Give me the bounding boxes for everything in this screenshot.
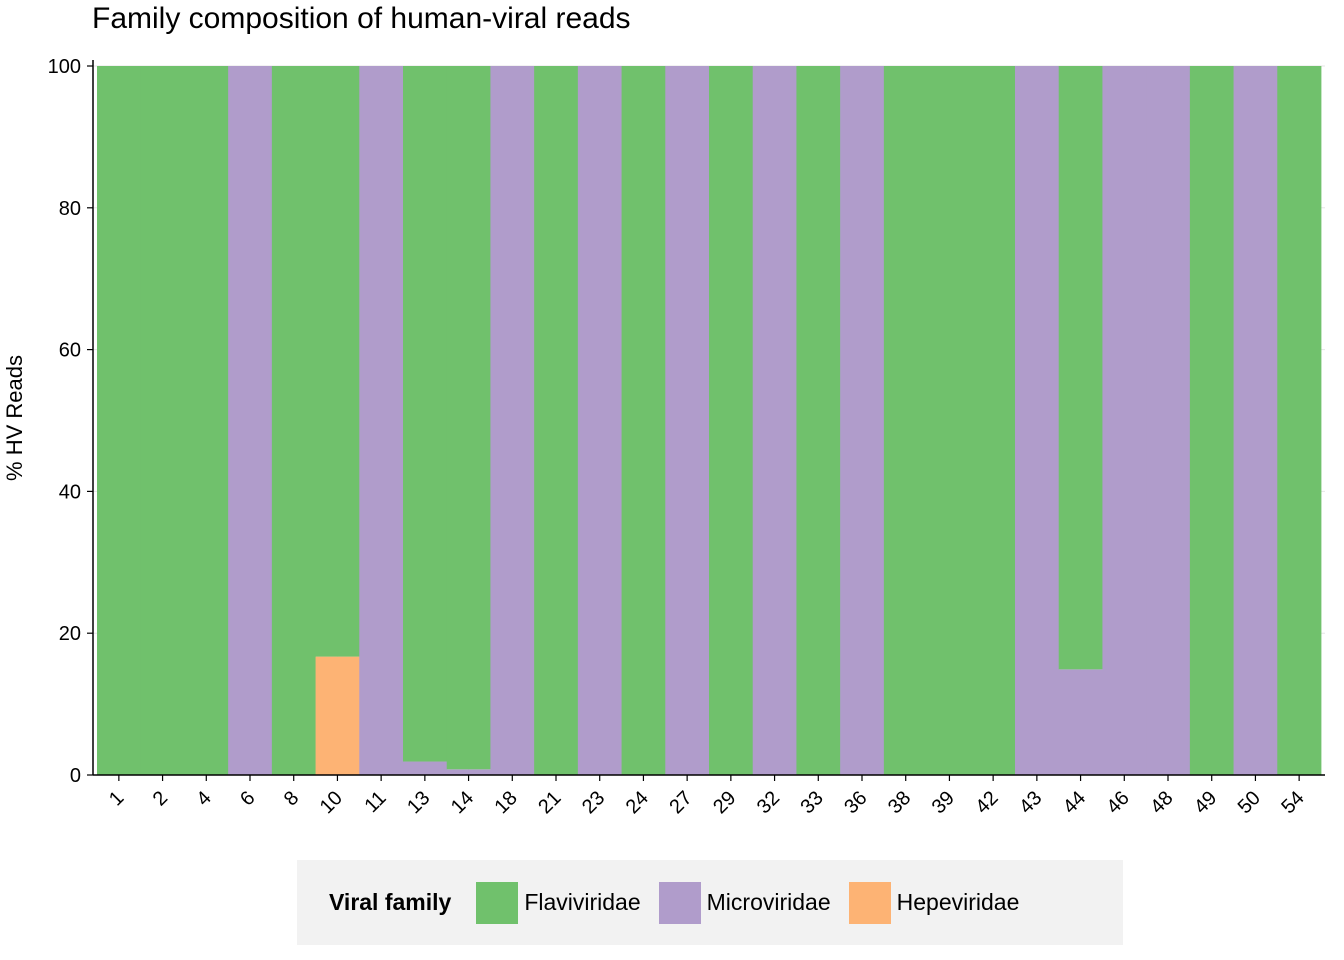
bar-flaviviridae-54 (1277, 66, 1322, 775)
bar-flaviviridae-8 (271, 66, 316, 775)
bar-microviridae-11 (359, 66, 404, 775)
bar-flaviviridae-4 (184, 66, 229, 775)
y-tick-label: 0 (70, 765, 81, 787)
bar-flaviviridae-38 (883, 66, 928, 775)
chart-title: Family composition of human-viral reads (92, 2, 631, 35)
bar-flaviviridae-14 (446, 66, 491, 770)
bars (97, 66, 1322, 775)
x-tick-label: 14 (447, 787, 478, 818)
x-tick-label: 13 (403, 787, 434, 818)
bar-flaviviridae-42 (971, 66, 1016, 775)
x-tick-label: 18 (491, 787, 522, 818)
legend-label: Microviridae (706, 889, 831, 915)
y-tick-label: 40 (59, 481, 81, 503)
bar-flaviviridae-2 (140, 66, 185, 775)
bar-flaviviridae-49 (1189, 66, 1234, 775)
x-tick-label: 11 (360, 787, 390, 817)
bar-flaviviridae-13 (403, 66, 448, 762)
legend-label: Flaviviridae (524, 889, 641, 915)
x-tick-label: 49 (1190, 787, 1221, 818)
y-tick-label: 80 (59, 198, 81, 220)
x-tick-label: 32 (753, 787, 784, 818)
bar-flaviviridae-33 (796, 66, 841, 775)
legend-item-flaviviridae: Flaviviridae (476, 881, 641, 924)
legend: Viral family Flaviviridae Microviridae Hep… (297, 860, 1123, 945)
legend-item-microviridae: Microviridae (658, 881, 831, 924)
legend-swatch (476, 881, 519, 924)
bar-microviridae-18 (490, 66, 535, 775)
bar-microviridae-32 (752, 66, 797, 775)
x-tick-label: 39 (928, 787, 959, 818)
bar-microviridae-14 (446, 769, 491, 775)
x-tick-label: 29 (709, 787, 740, 818)
y-tick-label: 60 (59, 340, 81, 362)
legend-label: Hepeviridae (896, 889, 1020, 915)
x-tick-label: 4 (192, 787, 215, 810)
bar-microviridae-43 (1015, 66, 1060, 775)
bar-flaviviridae-10 (315, 66, 360, 657)
legend-swatch (848, 881, 891, 924)
x-tick-label: 48 (1146, 787, 1177, 818)
bar-flaviviridae-1 (97, 66, 142, 775)
axes (87, 60, 1325, 781)
bar-microviridae-50 (1233, 66, 1278, 775)
bar-microviridae-27 (665, 66, 710, 775)
x-tick-label: 6 (236, 787, 259, 810)
bar-microviridae-48 (1146, 66, 1191, 775)
bar-flaviviridae-21 (534, 66, 579, 775)
x-tick-label: 44 (1059, 787, 1090, 818)
bar-flaviviridae-39 (927, 66, 972, 775)
bar-microviridae-44 (1058, 669, 1103, 775)
bar-hepeviridae-10 (315, 656, 360, 775)
x-tick-label: 1 (105, 787, 128, 810)
x-tick-label: 2 (149, 787, 172, 810)
bar-microviridae-23 (577, 66, 622, 775)
x-tick-label: 27 (665, 787, 696, 818)
y-tick-label: 20 (59, 623, 81, 645)
bar-microviridae-13 (403, 761, 448, 775)
x-tick-label: 10 (316, 787, 347, 818)
x-tick-label: 42 (971, 787, 1002, 818)
bar-microviridae-46 (1102, 66, 1147, 775)
bar-flaviviridae-44 (1058, 66, 1103, 670)
x-tick-label: 8 (280, 787, 303, 810)
x-tick-label: 43 (1015, 787, 1046, 818)
x-tick-label: 50 (1234, 787, 1265, 818)
y-axis-label: % HV Reads (2, 355, 27, 481)
bar-microviridae-36 (840, 66, 885, 775)
y-tick-label: 100 (48, 56, 81, 78)
x-tick-label: 24 (622, 787, 653, 818)
x-tick-label: 38 (884, 787, 915, 818)
x-tick-label: 21 (534, 787, 565, 818)
legend-item-hepeviridae: Hepeviridae (848, 881, 1020, 924)
x-tick-label: 46 (1103, 787, 1134, 818)
legend-swatch (658, 881, 701, 924)
x-tick-label: 33 (797, 787, 828, 818)
x-tick-label: 36 (840, 787, 871, 818)
legend-title: Viral family (329, 889, 452, 915)
x-tick-label: 54 (1277, 787, 1308, 818)
bar-microviridae-6 (228, 66, 273, 775)
x-tick-label: 23 (578, 787, 609, 818)
bar-flaviviridae-24 (621, 66, 666, 775)
bar-flaviviridae-29 (709, 66, 754, 775)
